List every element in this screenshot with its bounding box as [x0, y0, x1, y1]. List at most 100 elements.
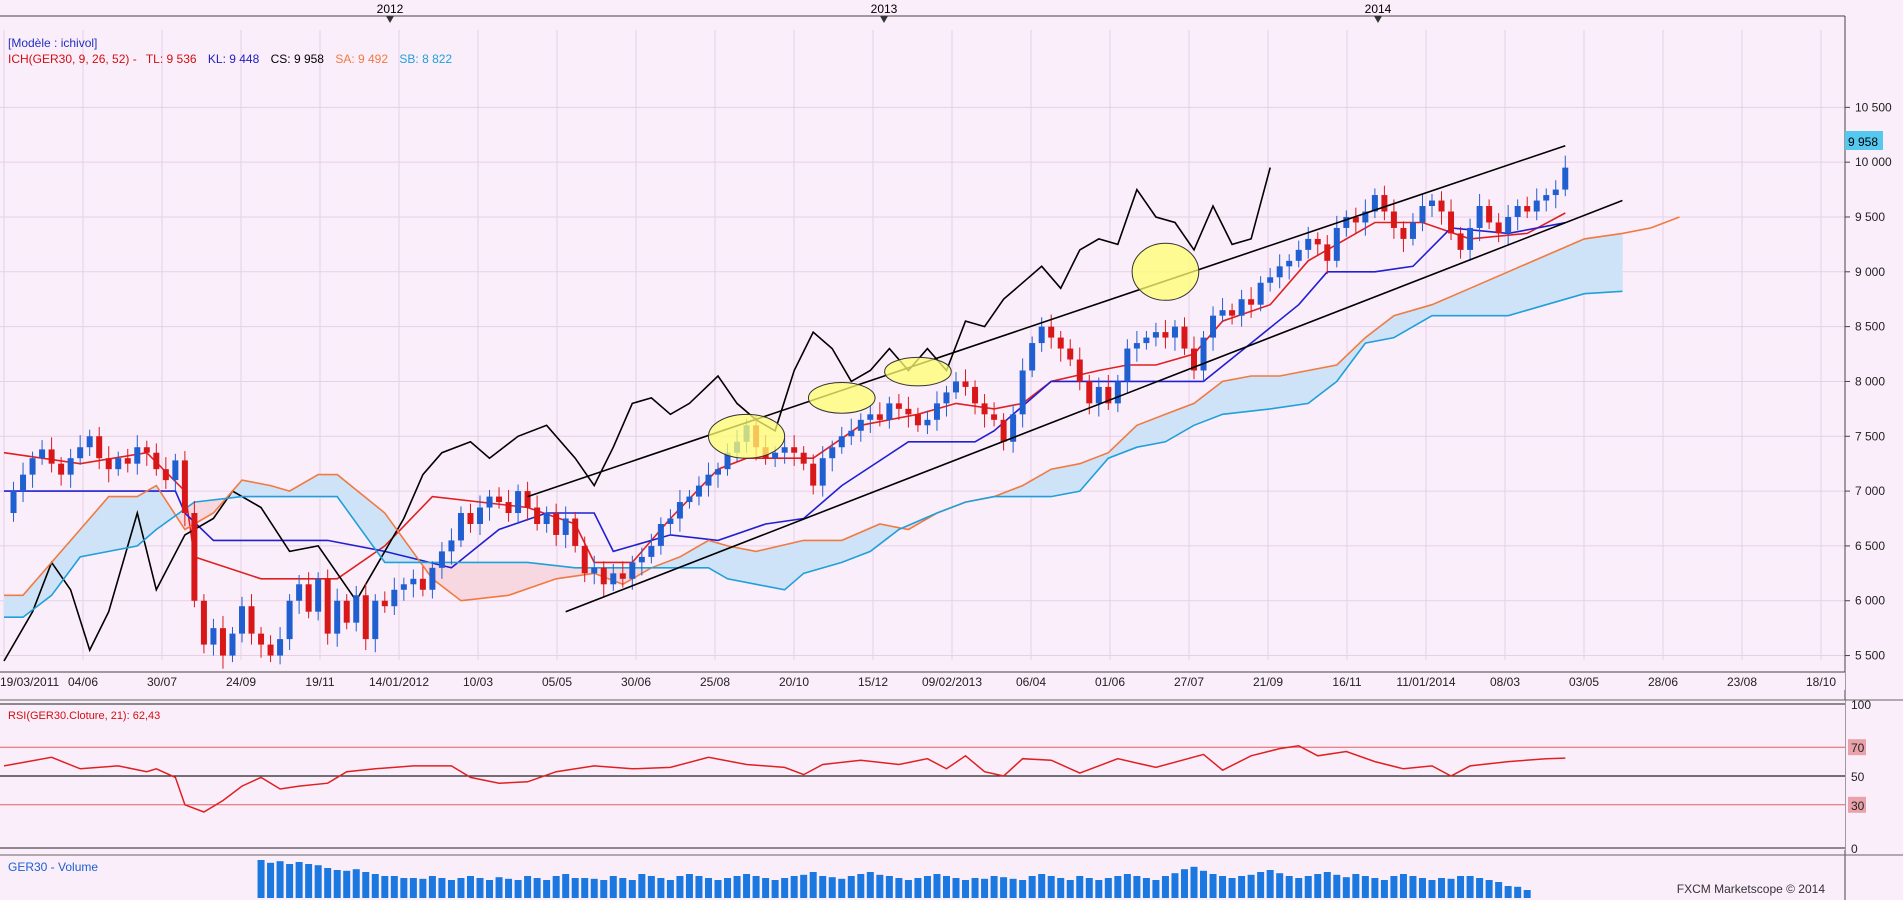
candle-body: [353, 595, 360, 623]
cloud-segment: [532, 562, 538, 588]
volume-bar: [838, 878, 846, 898]
cloud-segment: [89, 512, 95, 556]
footer-copyright: FXCM Marketscope © 2014: [1677, 882, 1826, 896]
volume-bar: [543, 880, 551, 898]
cloud-segment: [1465, 287, 1471, 316]
candle-body: [1152, 332, 1159, 338]
y-tick-label: 7 000: [1855, 484, 1885, 498]
x-tick-label: 16/11: [1332, 675, 1361, 689]
cloud-segment: [793, 541, 800, 583]
candle-body: [1219, 310, 1226, 316]
x-tick-label: 28/06: [1648, 675, 1678, 689]
cloud-segment: [1065, 465, 1071, 495]
cloud-segment: [841, 537, 847, 563]
cloud-segment: [831, 540, 838, 566]
cloud-segment: [746, 549, 752, 584]
candle-body: [48, 449, 55, 464]
volume-bar: [724, 878, 732, 898]
volume-bar: [942, 876, 950, 898]
cloud-segment: [1398, 312, 1404, 336]
cloud-segment: [1179, 406, 1185, 435]
cloud-segment: [1217, 380, 1223, 417]
cloud-segment: [546, 564, 552, 583]
cloud-segment: [103, 495, 110, 553]
volume-bar: [923, 876, 931, 898]
candle-body: [1124, 348, 1131, 382]
candle-body: [334, 600, 341, 634]
y-tick-label: 10 500: [1855, 100, 1892, 114]
candle-body: [905, 408, 912, 415]
candle-body: [724, 452, 731, 470]
volume-bar: [1238, 876, 1246, 898]
candle-body: [1086, 381, 1093, 404]
cloud-segment: [1555, 248, 1561, 303]
candle-body: [914, 414, 921, 426]
candle-body: [410, 578, 417, 585]
volume-bar: [876, 874, 884, 898]
candle-body: [876, 414, 883, 420]
cloud-segment: [1169, 410, 1176, 440]
cloud-segment: [260, 483, 267, 497]
y-tick-label: 7 500: [1855, 429, 1885, 443]
x-tick-label: 30/06: [621, 675, 651, 689]
cloud-segment: [3, 594, 10, 618]
axes: 10 500 10 000 9 500 9 000 8 500 8 000 7 500 7 0…: [0, 16, 1892, 900]
cloud-segment: [146, 487, 152, 539]
candle-body: [457, 513, 464, 541]
volume-bar: [1352, 874, 1360, 898]
cloud-segment: [1236, 377, 1242, 414]
cloud-segment: [712, 541, 719, 574]
volume-bar: [457, 878, 465, 898]
cloud-segment: [1517, 265, 1523, 314]
cloud-segment: [1046, 468, 1052, 497]
volume-bar: [828, 877, 836, 898]
volume-bar: [324, 868, 332, 898]
cloud-segment: [774, 545, 781, 590]
cloud-segment: [1607, 234, 1614, 293]
candle-body: [657, 523, 664, 546]
cloud-segment: [13, 594, 19, 618]
candle-body: [86, 436, 93, 448]
x-tick-label: 09/02/2013: [922, 675, 982, 689]
x-tick-label: 18/10: [1806, 675, 1836, 689]
candle-body: [943, 392, 950, 404]
candle-body: [1314, 238, 1321, 245]
candle-body: [962, 381, 969, 387]
candle-body: [553, 513, 560, 535]
candle-body: [610, 573, 617, 585]
volume-bar: [486, 880, 494, 898]
volume-bar: [1466, 876, 1474, 898]
candle-body: [191, 513, 198, 601]
volume-bar: [552, 876, 560, 898]
highlight-ellipse: [707, 413, 786, 459]
candle-body: [1276, 266, 1283, 278]
volume-bar: [1257, 872, 1265, 898]
candles: [10, 155, 1569, 669]
volume-bar: [895, 878, 903, 898]
candle-body: [58, 463, 65, 475]
volume-bar: [819, 876, 827, 898]
cloud-segment: [1207, 388, 1214, 421]
candle-body: [1181, 326, 1188, 349]
cloud-segment: [484, 562, 490, 599]
volume-bar: [600, 880, 608, 898]
candle-body: [953, 381, 959, 393]
cloud-segment: [1460, 289, 1466, 316]
candle-body: [1019, 370, 1026, 415]
cloud-segment: [1203, 391, 1209, 423]
candle-body: [200, 600, 207, 645]
candle-body: [819, 458, 826, 486]
candle-body: [1095, 386, 1102, 404]
candle-body: [619, 573, 626, 579]
cloud-segment: [255, 482, 262, 497]
cloud-segment: [332, 474, 338, 497]
cloud-segment: [1545, 252, 1552, 306]
cloud-segment: [1450, 293, 1457, 316]
volume-bar: [666, 880, 674, 898]
cloud-segment: [1265, 375, 1271, 410]
cloud-segment: [470, 562, 476, 600]
cloud-segment: [1041, 471, 1047, 497]
x-tick-label: 15/12: [858, 675, 888, 689]
candle-body: [477, 507, 483, 524]
cloud-segment: [1060, 466, 1066, 496]
